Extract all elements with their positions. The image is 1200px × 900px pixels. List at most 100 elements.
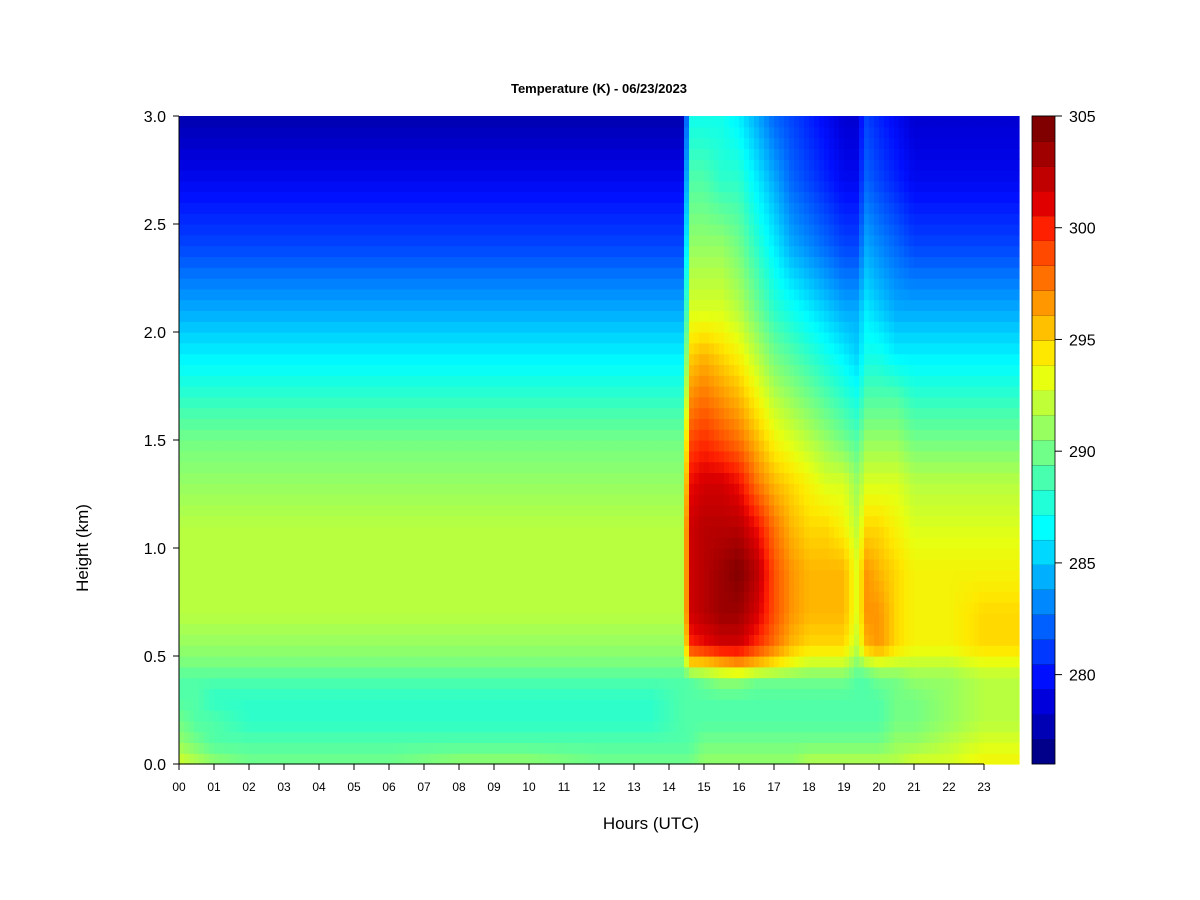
heatmap-cell [704, 666, 710, 679]
heatmap-cell [664, 461, 670, 473]
heatmap-cell [549, 688, 555, 700]
heatmap-cell [934, 537, 940, 549]
heatmap-cell [409, 623, 415, 635]
heatmap-cell [319, 440, 325, 452]
heatmap-cell [884, 450, 890, 463]
heatmap-cell [974, 472, 980, 484]
heatmap-cell [194, 472, 200, 484]
heatmap-cell [674, 688, 680, 700]
heatmap-cell [514, 504, 520, 517]
heatmap-cell [979, 623, 985, 635]
heatmap-cell [434, 537, 440, 549]
heatmap-cell [759, 580, 765, 592]
heatmap-cell [684, 710, 690, 722]
heatmap-cell [624, 623, 630, 635]
heatmap-cell [869, 634, 875, 646]
heatmap-cell [394, 688, 400, 700]
heatmap-cell [889, 558, 895, 571]
heatmap-cell [534, 450, 540, 463]
heatmap-cell [454, 440, 460, 452]
heatmap-cell [699, 461, 705, 473]
heatmap-cell [899, 645, 905, 657]
heatmap-cell [599, 612, 605, 625]
heatmap-cell [224, 494, 230, 506]
heatmap-cell [329, 450, 335, 463]
heatmap-cell [234, 699, 240, 711]
heatmap-cell [484, 558, 490, 571]
heatmap-cell [779, 472, 785, 484]
heatmap-cell [294, 580, 300, 592]
heatmap-cell [354, 634, 360, 646]
heatmap-cell [974, 602, 980, 614]
heatmap-cell [484, 569, 490, 581]
heatmap-cell [604, 602, 610, 614]
heatmap-cell [684, 558, 690, 571]
heatmap-cell [699, 731, 705, 743]
heatmap-cell [764, 688, 770, 700]
heatmap-cell [734, 472, 740, 484]
heatmap-cell [879, 591, 885, 603]
heatmap-cell [249, 450, 255, 463]
heatmap-cell [479, 548, 485, 560]
heatmap-cell [584, 591, 590, 603]
heatmap-cell [489, 688, 495, 700]
heatmap-cell [494, 472, 500, 484]
heatmap-cell [194, 558, 200, 571]
heatmap-cell [999, 472, 1005, 484]
heatmap-cell [789, 753, 795, 765]
heatmap-cell [754, 634, 760, 646]
heatmap-cell [374, 602, 380, 614]
heatmap-cell [969, 526, 975, 538]
heatmap-cell [734, 645, 740, 657]
heatmap-cell [429, 634, 435, 646]
heatmap-cell [369, 742, 375, 754]
heatmap-cell [849, 602, 855, 614]
heatmap-cell [244, 537, 250, 549]
heatmap-cell [964, 634, 970, 646]
heatmap-cell [294, 450, 300, 463]
heatmap-cell [409, 731, 415, 743]
heatmap-cell [184, 602, 190, 614]
heatmap-cell [474, 602, 480, 614]
heatmap-cell [649, 548, 655, 560]
heatmap-cell [514, 688, 520, 700]
heatmap-cell [324, 515, 330, 527]
heatmap-cell [539, 634, 545, 646]
heatmap-cell [639, 612, 645, 625]
heatmap-cell [294, 569, 300, 581]
heatmap-cell [934, 580, 940, 592]
heatmap-cell [914, 602, 920, 614]
heatmap-cell [364, 548, 370, 560]
heatmap-cell [699, 753, 705, 765]
heatmap-cell [524, 483, 530, 495]
heatmap-cell [664, 731, 670, 743]
heatmap-cell [209, 440, 215, 452]
heatmap-cell [904, 666, 910, 679]
heatmap-cell [409, 461, 415, 473]
heatmap-cell [254, 580, 260, 592]
heatmap-cell [304, 731, 310, 743]
heatmap-cell [949, 666, 955, 679]
heatmap-cell [744, 623, 750, 635]
heatmap-cell [489, 602, 495, 614]
heatmap-cell [584, 580, 590, 592]
heatmap-cell [924, 504, 930, 517]
heatmap-cell [229, 666, 235, 679]
heatmap-cell [629, 569, 635, 581]
heatmap-cell [424, 720, 430, 733]
heatmap-cell [934, 526, 940, 538]
heatmap-cell [199, 656, 205, 668]
heatmap-cell [814, 580, 820, 592]
heatmap-cell [944, 688, 950, 700]
heatmap-cell [689, 612, 695, 625]
heatmap-cell [854, 612, 860, 625]
heatmap-cell [949, 720, 955, 733]
heatmap-cell [794, 666, 800, 679]
heatmap-cell [489, 504, 495, 517]
heatmap-cell [424, 602, 430, 614]
heatmap-cell [839, 742, 845, 754]
heatmap-cell [424, 623, 430, 635]
heatmap-cell [934, 591, 940, 603]
heatmap-cell [559, 656, 565, 668]
heatmap-cell [689, 634, 695, 646]
